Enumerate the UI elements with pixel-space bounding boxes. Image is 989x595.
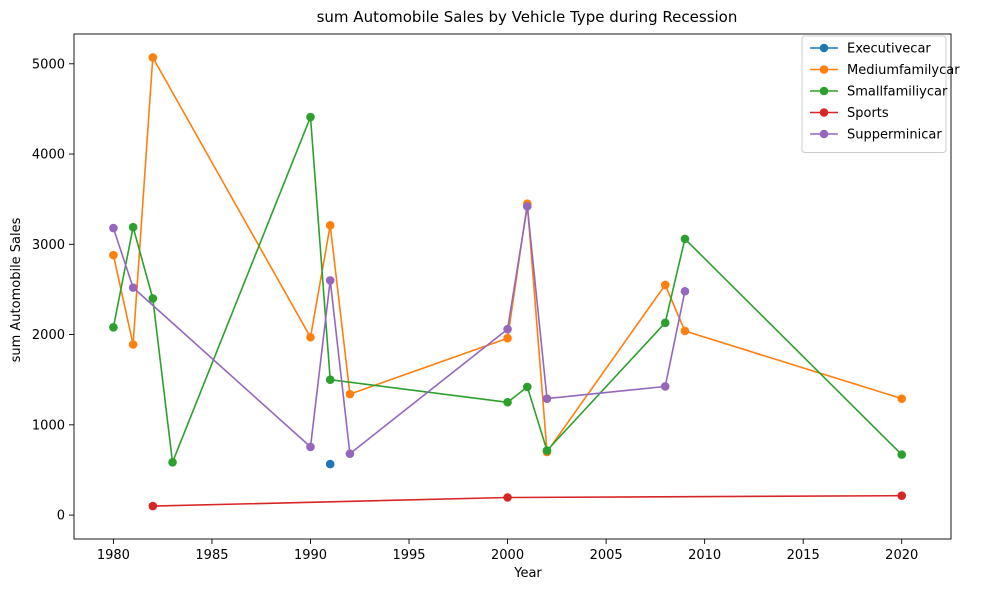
- data-point-supperminicar: [522, 202, 532, 211]
- x-tick-label: 2015: [787, 548, 820, 563]
- x-tick-label: 1985: [195, 548, 228, 563]
- legend-box: [801, 35, 947, 153]
- legend-label: Sports: [847, 106, 889, 121]
- y-tick-label: 5000: [32, 57, 65, 72]
- x-tick-label: 2000: [491, 548, 524, 563]
- data-point-supperminicar: [660, 382, 670, 391]
- series-smallfamiliycar: [109, 112, 907, 467]
- x-tick-label: 1995: [392, 548, 425, 563]
- x-tick-label: 2005: [590, 548, 623, 563]
- data-point-mediumfamilycar: [345, 389, 355, 399]
- data-point-executivecar: [325, 459, 335, 469]
- data-point-smallfamiliycar: [168, 457, 177, 467]
- data-point-supperminicar: [542, 394, 552, 403]
- data-point-smallfamiliycar: [542, 446, 552, 455]
- data-point-supperminicar: [503, 324, 512, 334]
- data-point-supperminicar: [680, 286, 690, 296]
- data-point-supperminicar: [109, 223, 118, 233]
- series-sports: [148, 491, 907, 511]
- y-tick-label: 3000: [32, 238, 65, 253]
- data-point-mediumfamilycar: [680, 326, 690, 336]
- data-point-smallfamiliycar: [325, 375, 335, 384]
- data-point-mediumfamilycar: [148, 53, 158, 62]
- y-axis-label: sum Automobile Sales: [9, 217, 24, 362]
- data-point-supperminicar: [325, 276, 335, 285]
- series-line-supperminicar: [112, 205, 686, 455]
- data-point-supperminicar: [306, 442, 315, 452]
- data-point-smallfamiliycar: [680, 234, 690, 244]
- data-point-smallfamiliycar: [660, 318, 670, 328]
- axes-frame: [73, 33, 952, 540]
- series-line-mediumfamilycar: [112, 56, 902, 453]
- x-tick-label: 2010: [688, 548, 721, 563]
- data-point-smallfamiliycar: [897, 450, 907, 459]
- data-point-sports: [897, 491, 907, 500]
- series-line-sports: [152, 494, 902, 507]
- legend-marker: [819, 65, 829, 74]
- x-axis-label: Year: [513, 566, 542, 581]
- y-tick-label: 4000: [32, 148, 65, 163]
- x-axis: 1980 1985 1990 1995 2000 2005 2010 2015 2020: [97, 539, 918, 563]
- x-tick-label: 1990: [294, 548, 327, 563]
- legend-item: Mediumfamilycar: [810, 63, 960, 78]
- legend-item: Supperminicar: [810, 128, 942, 143]
- legend-label: Mediumfamilycar: [847, 63, 960, 78]
- plot-area: [109, 53, 907, 511]
- legend-marker: [819, 129, 829, 139]
- data-point-mediumfamilycar: [325, 221, 335, 230]
- legend-marker: [819, 43, 829, 53]
- series-line-smallfamiliycar: [112, 116, 903, 464]
- data-point-sports: [148, 501, 158, 511]
- legend-label: Supperminicar: [847, 128, 942, 143]
- series-mediumfamilycar: [109, 53, 907, 457]
- data-point-smallfamiliycar: [148, 294, 158, 303]
- legend-label: Smallfamiliycar: [847, 85, 948, 100]
- y-tick-label: 2000: [32, 328, 65, 343]
- legend-item: Sports: [810, 106, 889, 121]
- data-point-mediumfamilycar: [660, 280, 670, 290]
- data-point-smallfamiliycar: [306, 112, 315, 122]
- chart-title: sum Automobile Sales by Vehicle Type dur…: [317, 8, 738, 26]
- legend-marker: [819, 108, 829, 117]
- series-supperminicar: [109, 202, 690, 459]
- data-point-supperminicar: [128, 283, 138, 292]
- data-point-mediumfamilycar: [109, 250, 118, 260]
- data-point-smallfamiliycar: [522, 382, 532, 392]
- data-point-mediumfamilycar: [897, 394, 907, 403]
- y-axis: 0 1000 2000 3000 4000 5000: [32, 57, 74, 524]
- legend: Executivecar Mediumfamilycar Smallfamiliyc…: [801, 35, 960, 153]
- data-point-mediumfamilycar: [128, 340, 138, 349]
- data-point-mediumfamilycar: [503, 333, 512, 343]
- y-tick-label: 1000: [32, 418, 65, 433]
- legend-item: Smallfamiliycar: [810, 85, 948, 100]
- x-tick-label: 1980: [97, 548, 130, 563]
- x-tick-label: 2020: [885, 548, 918, 563]
- legend-marker: [819, 86, 829, 96]
- data-point-smallfamiliycar: [503, 397, 512, 407]
- data-point-sports: [503, 493, 512, 502]
- series-executivecar: [325, 459, 335, 469]
- y-tick-label: 0: [57, 509, 65, 524]
- data-point-smallfamiliycar: [109, 323, 118, 332]
- data-point-smallfamiliycar: [128, 222, 138, 232]
- legend-item: Executivecar: [810, 42, 931, 57]
- legend-label: Executivecar: [847, 42, 931, 57]
- data-point-mediumfamilycar: [306, 332, 315, 342]
- data-point-supperminicar: [345, 449, 355, 459]
